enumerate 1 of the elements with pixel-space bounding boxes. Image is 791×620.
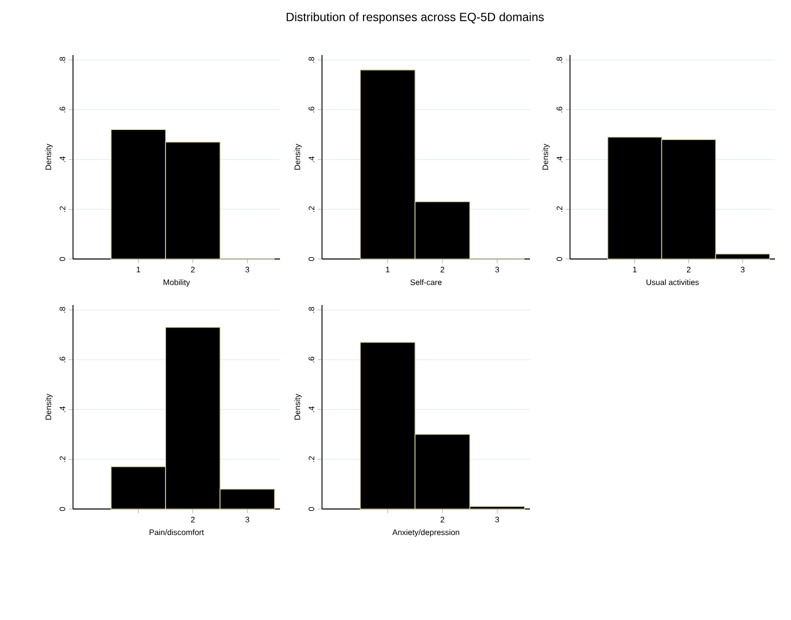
chart-title: Distribution of responses across EQ-5D domains (286, 12, 544, 24)
